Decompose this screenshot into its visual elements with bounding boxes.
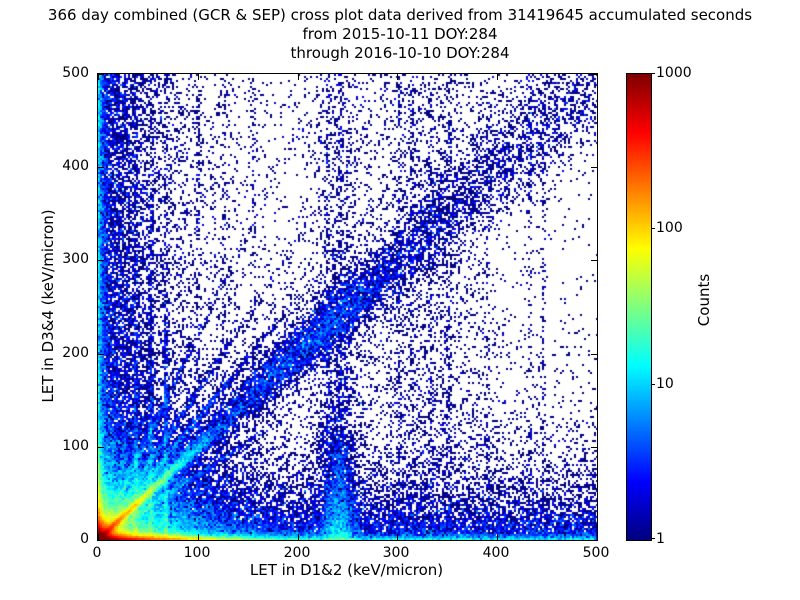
x-tick-mark: [497, 534, 498, 540]
x-tick-label: 100: [183, 545, 211, 561]
x-tick-mark: [497, 74, 498, 80]
y-tick-label: 0: [80, 531, 89, 547]
y-tick-mark: [591, 167, 597, 168]
x-tick-label: 200: [283, 545, 311, 561]
x-tick-mark: [98, 534, 99, 540]
colorbar-canvas: [627, 74, 651, 540]
title-line-3: through 2016-10-10 DOY:284: [290, 44, 510, 62]
y-tick-label: 500: [62, 65, 89, 81]
y-tick-mark: [98, 260, 104, 261]
y-tick-mark: [98, 354, 104, 355]
colorbar-label: Counts: [695, 273, 713, 327]
colorbar-tick-mark: [651, 228, 655, 229]
plot-area: [97, 73, 598, 541]
y-tick-label: 400: [62, 158, 89, 174]
y-tick-label: 300: [62, 251, 89, 267]
x-axis-label: LET in D1&2 (keV/micron): [249, 561, 444, 579]
x-tick-mark: [298, 534, 299, 540]
y-tick-mark: [98, 447, 104, 448]
y-tick-mark: [98, 74, 104, 75]
colorbar-tick-label: 100: [656, 220, 683, 236]
x-tick-mark: [98, 74, 99, 80]
x-tick-mark: [397, 534, 398, 540]
x-tick-mark: [397, 74, 398, 80]
y-tick-mark: [591, 540, 597, 541]
y-tick-mark: [98, 540, 104, 541]
colorbar-tick-mark: [651, 73, 655, 74]
title-line-2: from 2015-10-11 DOY:284: [302, 25, 498, 43]
x-tick-mark: [198, 534, 199, 540]
y-tick-mark: [591, 447, 597, 448]
y-tick-mark: [591, 260, 597, 261]
colorbar-tick-mark: [651, 384, 655, 385]
colorbar-tick-mark: [651, 538, 655, 539]
y-tick-mark: [591, 74, 597, 75]
x-tick-label: 0: [92, 545, 102, 561]
x-tick-mark: [597, 534, 598, 540]
colorbar-tick-label: 10: [656, 376, 674, 392]
colorbar-tick-label: 1: [656, 531, 665, 547]
y-tick-label: 100: [62, 438, 89, 454]
colorbar: [626, 73, 652, 541]
colorbar-tick-label: 1000: [656, 65, 692, 81]
y-tick-label: 200: [62, 345, 89, 361]
y-tick-mark: [591, 354, 597, 355]
y-axis-label: LET in D3&4 (keV/micron): [39, 209, 57, 403]
x-tick-label: 300: [382, 545, 410, 561]
scatter-canvas: [98, 74, 597, 540]
y-tick-mark: [98, 167, 104, 168]
x-tick-label: 500: [582, 545, 610, 561]
x-tick-mark: [198, 74, 199, 80]
title-line-1: 366 day combined (GCR & SEP) cross plot …: [47, 6, 753, 24]
x-tick-mark: [298, 74, 299, 80]
x-tick-mark: [597, 74, 598, 80]
chart-title: 366 day combined (GCR & SEP) cross plot …: [0, 6, 800, 63]
x-tick-label: 400: [482, 545, 510, 561]
